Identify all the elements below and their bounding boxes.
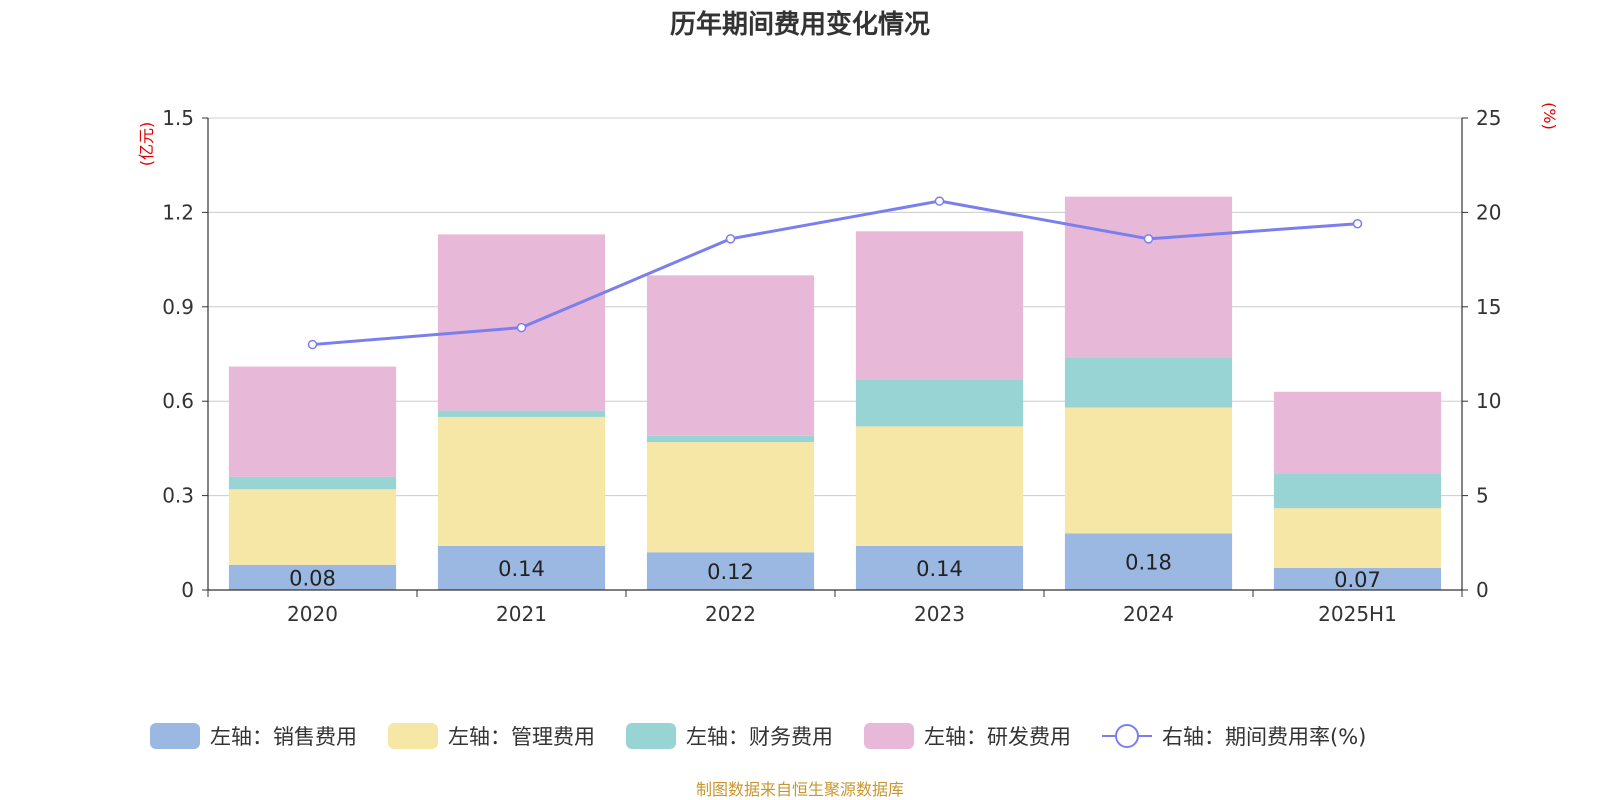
bar-value-label: 0.12: [707, 560, 754, 584]
legend-label: 左轴：研发费用: [924, 725, 1071, 749]
right-axis-tick-label: 20: [1476, 200, 1501, 224]
line-point: [1143, 234, 1154, 244]
bar-value-label: 0.18: [1125, 551, 1172, 575]
legend-swatch-sales: [150, 723, 200, 749]
bar-finance: [646, 435, 815, 443]
bar-admin: [1064, 407, 1233, 534]
legend-swatch-admin: [388, 723, 438, 749]
left-axis-tick-label: 1.2: [162, 200, 194, 224]
bar-admin: [228, 489, 397, 565]
bar-value-label: 0.07: [1334, 568, 1381, 592]
bar-admin: [646, 442, 815, 553]
bar-finance: [1273, 473, 1442, 509]
bar-sales: [437, 545, 606, 590]
x-axis-tick-label: 2021: [496, 602, 547, 626]
legend-label: 左轴：销售费用: [210, 725, 357, 749]
right-axis-tick-label: 25: [1476, 106, 1501, 130]
chart-title: 历年期间费用变化情况: [669, 10, 930, 40]
data-source-note: 制图数据来自恒生聚源数据库: [695, 780, 904, 799]
legend-swatch-marker: [1115, 724, 1139, 748]
left-axis-unit: (亿元): [137, 122, 156, 167]
bar-rnd: [1064, 196, 1233, 358]
x-axis-tick-label: 2024: [1123, 602, 1174, 626]
labels-layer: 0.08 0.14 0.12 0.14 0.18 0.07: [289, 551, 1381, 592]
right-axis-tick-label: 5: [1476, 484, 1489, 508]
x-axis-tick-label: 2022: [705, 602, 756, 626]
bar-finance: [1064, 357, 1233, 408]
left-axis-tick-label: 0: [181, 578, 194, 602]
x-axis-tick-label: 2025H1: [1318, 602, 1397, 626]
legend-swatch-rnd: [864, 723, 914, 749]
axes-layer: 0 0.3 0.6 0.9 1.2 1.5 0 5 10 15 20 25 2020 2021 2022 20…: [137, 102, 1559, 626]
legend-label: 左轴：管理费用: [448, 725, 595, 749]
line-point: [1352, 218, 1363, 229]
bar-value-label: 0.14: [916, 557, 963, 581]
bar-rnd: [437, 234, 606, 411]
right-axis-tick-label: 10: [1476, 389, 1501, 413]
line-point: [934, 196, 945, 206]
bar-sales: [1273, 567, 1442, 590]
bar-value-label: 0.08: [289, 566, 336, 590]
legend-label: 右轴：期间费用率(%): [1162, 725, 1366, 749]
bars-layer: [228, 196, 1442, 590]
bar-finance: [437, 410, 606, 417]
bar-sales: [228, 564, 397, 590]
grid-lines: [208, 117, 1462, 497]
bar-admin: [1273, 508, 1442, 568]
right-axis-tick-label: 0: [1476, 578, 1489, 602]
x-axis-tick-label: 2020: [287, 602, 338, 626]
line-point: [307, 339, 318, 350]
bar-sales: [855, 545, 1024, 590]
bar-rnd: [1273, 391, 1442, 474]
x-axis-tick-label: 2023: [914, 602, 965, 626]
legend-label: 左轴：财务费用: [686, 725, 833, 749]
line-point: [516, 322, 527, 333]
legend-swatch-finance: [626, 723, 676, 749]
bar-rnd: [646, 275, 815, 436]
bar-finance: [228, 476, 397, 490]
left-axis-tick-label: 0.3: [162, 484, 194, 508]
line-point: [725, 234, 736, 244]
bar-sales: [1064, 533, 1233, 590]
bar-finance: [855, 379, 1024, 427]
right-axis-tick-label: 15: [1476, 295, 1501, 319]
series-line-expense-ratio: [312, 199, 1358, 347]
bar-admin: [855, 426, 1024, 546]
bar-admin: [437, 416, 606, 546]
chart-svg: 0 0.3 0.6 0.9 1.2 1.5 0 5 10 15 20 25 2020 2021 2022 20…: [137, 102, 1559, 749]
bar-sales: [646, 552, 815, 590]
right-axis-unit: (%): [1540, 102, 1559, 130]
left-axis-tick-label: 0.6: [162, 389, 194, 413]
line-layer: [307, 196, 1363, 350]
bar-rnd: [228, 366, 397, 477]
legend: 左轴：销售费用 左轴：管理费用 左轴：财务费用 左轴：研发费用 右轴：期间费用率(%): [150, 723, 1366, 749]
left-axis-tick-label: 0.9: [162, 295, 194, 319]
left-axis-tick-label: 1.5: [162, 106, 194, 130]
bar-value-label: 0.14: [498, 557, 545, 581]
bar-rnd: [855, 231, 1024, 380]
